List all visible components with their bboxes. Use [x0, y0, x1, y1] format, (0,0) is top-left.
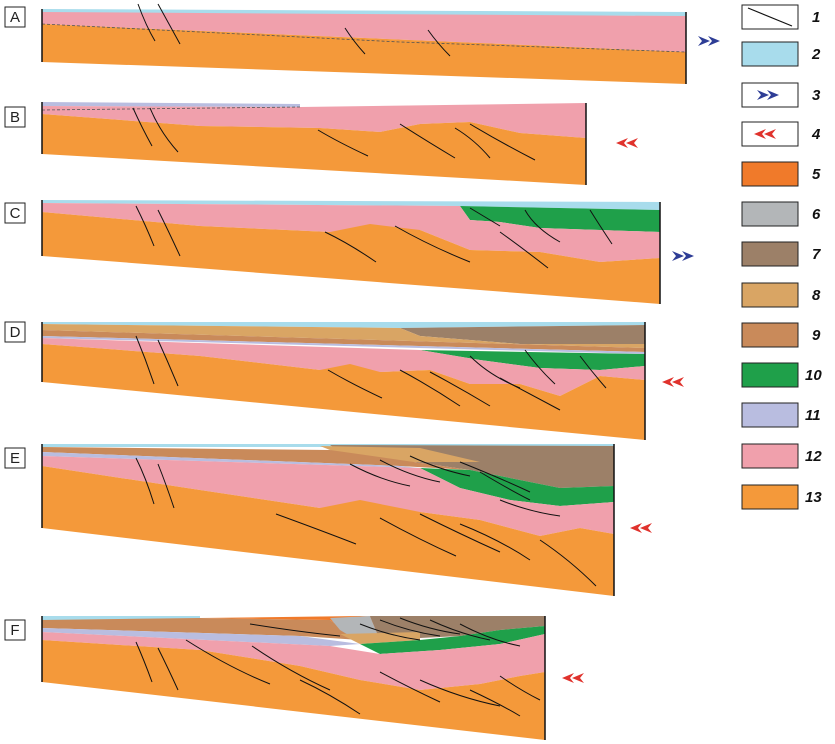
pink-layer: [42, 203, 660, 262]
pink-layer: [42, 12, 686, 52]
tan-layer: [42, 324, 645, 348]
legend-item-6: 6: [741, 201, 821, 227]
green-layer: [360, 626, 545, 654]
svg-text:5: 5: [812, 166, 821, 183]
orange-basement: [42, 212, 660, 304]
orange-basement: [42, 466, 614, 596]
orange-basement: [42, 640, 545, 740]
panel-f: F: [4, 616, 584, 740]
panel-b: B: [4, 102, 638, 185]
svg-text:1: 1: [812, 9, 820, 26]
blue-double-arrow: [672, 251, 694, 261]
legend-item-9: 9: [741, 322, 821, 348]
rust-layer: [42, 618, 360, 640]
blue-double-arrow: [698, 36, 720, 46]
svg-text:8: 8: [812, 287, 821, 304]
red-double-arrow: [662, 377, 684, 387]
rust-layer: [42, 330, 645, 352]
red-double-arrow-icon: [754, 129, 776, 139]
svg-text:4: 4: [811, 126, 821, 143]
fault-lines: [135, 335, 607, 411]
legend-item-5: 5: [741, 161, 821, 187]
svg-text:11: 11: [805, 407, 821, 424]
legend: 1 2 3 4 5: [741, 4, 822, 510]
panel-e-label: E: [10, 450, 20, 467]
pink-layer: [42, 456, 614, 536]
orange-basement: [42, 344, 645, 440]
green-layer: [460, 206, 660, 232]
svg-text:7: 7: [812, 246, 821, 263]
svg-text:13: 13: [805, 489, 822, 506]
panel-d: D: [4, 321, 684, 440]
svg-text:12: 12: [805, 448, 822, 465]
panel-c-label: C: [10, 205, 21, 222]
orange-basement: [42, 114, 586, 185]
lavender-layer: [42, 628, 360, 646]
panel-e: E: [4, 444, 652, 596]
red-double-arrow: [630, 523, 652, 533]
legend-item-7: 7: [741, 241, 821, 267]
red-double-arrow: [616, 138, 638, 148]
fault-line-icon: [747, 7, 793, 27]
lavender-layer: [42, 336, 645, 354]
water-layer: [42, 200, 660, 210]
panel-a-label: A: [10, 9, 20, 26]
legend-item-2: 2: [741, 41, 821, 67]
tan-layer: [340, 632, 420, 644]
legend-item-11: 11: [741, 402, 821, 428]
legend-item-13: 13: [741, 484, 822, 510]
lavender-layer: [42, 102, 300, 107]
svg-text:3: 3: [812, 87, 821, 104]
fault-lines: [137, 3, 451, 57]
fault-lines: [135, 205, 613, 269]
panel-f-label: F: [10, 622, 19, 639]
legend-item-10: 10: [741, 362, 822, 388]
panel-c: C: [4, 200, 694, 304]
svg-text:10: 10: [805, 367, 822, 384]
legend-item-4: 4: [741, 121, 821, 147]
legend-item-3: 3: [741, 82, 821, 108]
svg-text:2: 2: [811, 46, 821, 63]
pink-layer: [42, 632, 545, 690]
panel-a: A: [4, 3, 720, 84]
fault-lines: [135, 455, 597, 587]
lavender-layer: [42, 452, 420, 468]
red-double-arrow: [562, 673, 584, 683]
brown-layer: [400, 325, 645, 344]
green-layer: [420, 468, 614, 506]
fault-lines: [135, 617, 541, 717]
svg-text:9: 9: [812, 327, 821, 344]
pink-layer: [42, 103, 586, 138]
legend-item-1: 1: [741, 4, 820, 30]
panel-b-label: B: [10, 109, 20, 126]
panel-d-label: D: [10, 324, 21, 341]
water-layer: [42, 322, 645, 328]
blue-double-arrow-icon: [757, 90, 779, 100]
fault-lines: [132, 107, 536, 161]
tan-layer: [320, 446, 480, 462]
svg-text:6: 6: [812, 206, 821, 223]
legend-item-12: 12: [741, 443, 822, 469]
rust-layer: [42, 447, 470, 470]
orange-basement: [42, 24, 686, 84]
legend-item-8: 8: [741, 282, 821, 308]
